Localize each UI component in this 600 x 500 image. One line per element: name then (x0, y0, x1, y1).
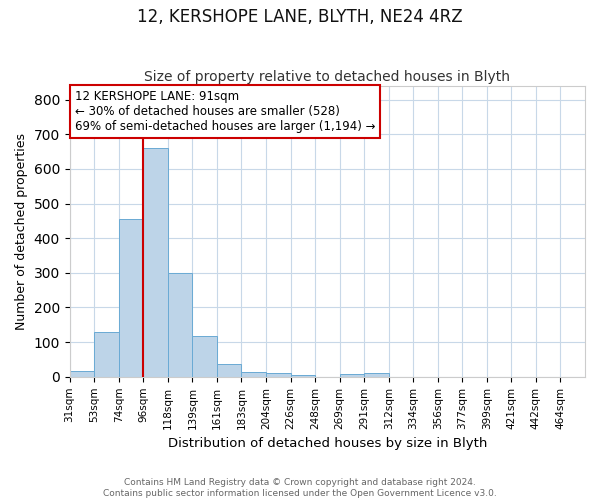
Bar (290, 375, 315, 377)
Text: 12 KERSHOPE LANE: 91sqm
← 30% of detached houses are smaller (528)
69% of semi-d: 12 KERSHOPE LANE: 91sqm ← 30% of detache… (75, 90, 376, 133)
Bar (217, 364, 241, 377)
Bar (340, 374, 364, 377)
Bar (143, 148, 168, 377)
Text: 12, KERSHOPE LANE, BLYTH, NE24 4RZ: 12, KERSHOPE LANE, BLYTH, NE24 4RZ (137, 8, 463, 26)
Title: Size of property relative to detached houses in Blyth: Size of property relative to detached ho… (145, 70, 511, 85)
Bar (168, 273, 193, 377)
Bar (241, 372, 266, 377)
Text: Contains HM Land Registry data © Crown copyright and database right 2024.
Contai: Contains HM Land Registry data © Crown c… (103, 478, 497, 498)
Y-axis label: Number of detached properties: Number of detached properties (15, 132, 28, 330)
Bar (364, 374, 389, 377)
Bar (94, 332, 119, 377)
Bar (70, 370, 94, 377)
Bar (193, 336, 217, 377)
X-axis label: Distribution of detached houses by size in Blyth: Distribution of detached houses by size … (167, 437, 487, 450)
Bar (266, 374, 290, 377)
Bar (119, 219, 143, 377)
